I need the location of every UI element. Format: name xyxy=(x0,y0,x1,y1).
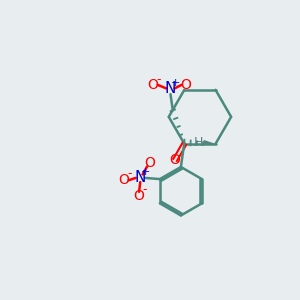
Text: N: N xyxy=(135,170,146,185)
Text: O: O xyxy=(134,189,145,203)
Text: -: - xyxy=(142,183,146,196)
Text: O: O xyxy=(170,153,181,167)
Text: O: O xyxy=(118,173,130,187)
Text: N: N xyxy=(165,81,176,96)
Text: +: + xyxy=(141,167,150,177)
Text: O: O xyxy=(180,78,191,92)
Text: -: - xyxy=(156,73,160,86)
Text: +: + xyxy=(171,78,180,88)
Text: O: O xyxy=(144,156,155,170)
Polygon shape xyxy=(203,140,215,146)
Text: -: - xyxy=(127,167,131,180)
Text: H: H xyxy=(194,136,203,149)
Text: O: O xyxy=(148,78,159,92)
